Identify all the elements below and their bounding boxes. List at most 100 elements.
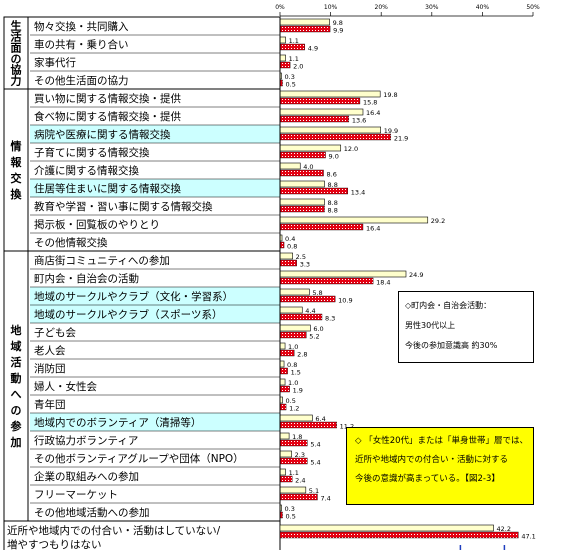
axis-tick-label: 30% — [425, 4, 439, 11]
value-label-series1: 6.4 — [315, 415, 325, 423]
value-label-series2: 4.9 — [308, 45, 318, 53]
value-label-series2: 1.2 — [289, 405, 299, 413]
value-label-series2: 3.3 — [300, 261, 310, 269]
value-label-series1: 1.0 — [288, 379, 298, 387]
value-label-series1: 29.2 — [431, 217, 445, 225]
bar-series1 — [279, 126, 381, 134]
value-label-series1: 1.1 — [289, 37, 299, 45]
value-label-series1: 4.4 — [305, 307, 315, 315]
callout-arrow — [459, 545, 506, 550]
category-label: 買い物に関する情報交換・提供 — [34, 92, 181, 105]
value-label-series2: 21.9 — [394, 135, 408, 143]
category-label: 婦人・女性会 — [34, 380, 97, 393]
note1-line: 男性30代以上 — [405, 321, 456, 330]
bar-series1 — [279, 162, 301, 170]
bar-series1 — [279, 144, 342, 152]
note2-line: ◇ 「女性20代」または「単身世帯」層では、 — [355, 436, 529, 446]
value-label-series1: 19.8 — [383, 91, 397, 99]
value-label-series2: 10.9 — [338, 297, 352, 305]
bar-series1 — [279, 198, 325, 206]
value-label-series1: 4.0 — [303, 163, 313, 171]
value-label-series2: 0.5 — [286, 513, 296, 521]
value-label-series1: 0.3 — [285, 73, 295, 81]
value-label-series2: 5.4 — [310, 441, 320, 449]
axis-tick-label: 20% — [375, 4, 389, 11]
value-label-series1: 12.0 — [344, 145, 358, 153]
bar-series1 — [279, 252, 293, 260]
value-label-series2: 8.8 — [328, 207, 338, 215]
category-label: 車の共有・乗り合い — [34, 38, 129, 51]
category-label: 病院や医療に関する情報交換 — [34, 128, 171, 141]
bar-series2 — [279, 151, 326, 159]
value-label-series1: 8.8 — [328, 181, 338, 189]
category-label: 町内会・自治会の活動 — [34, 272, 139, 285]
bar-series1 — [279, 360, 285, 368]
value-label-series2: 1.9 — [293, 387, 303, 395]
value-label-series2: 47.1 — [521, 533, 535, 541]
bar-series1 — [279, 270, 407, 278]
category-label: 掲示板・回覧板のやりとり — [34, 218, 160, 231]
value-label-series1: 1.8 — [292, 433, 302, 441]
bar-series1 — [279, 342, 286, 350]
category-label: 物々交換・共同購入 — [34, 20, 129, 33]
note1-line: 今後の参加意識高 約30% — [405, 341, 498, 350]
value-label-series1: 2.5 — [296, 253, 306, 261]
category-label: 老人会 — [34, 344, 66, 357]
category-label: 地域のサークルやクラブ（文化・学習系） — [34, 290, 233, 303]
value-label-series2: 0.5 — [286, 81, 296, 89]
bar-series2 — [279, 115, 350, 123]
bar-series2 — [279, 223, 364, 231]
value-label-series2: 8.6 — [327, 171, 337, 179]
value-label-series2: 13.6 — [352, 117, 366, 125]
bar-series1 — [279, 450, 292, 458]
category-label: 子育てに関する情報交換 — [34, 146, 150, 159]
category-label: その他地域活動への参加 — [34, 506, 150, 519]
bar-series2 — [279, 25, 331, 33]
value-label-series1: 5.8 — [312, 289, 322, 297]
value-label-series2: 5.4 — [310, 459, 320, 467]
note-box-jichikai: ◇町内会・自治会活動： 男性30代以上 今後の参加意識高 約30% — [398, 291, 534, 363]
last-row-label: 近所や地域内での付合い・活動はしていない/ — [7, 524, 221, 537]
bar-series2 — [279, 259, 297, 267]
bar-series2 — [279, 295, 336, 303]
label-highlight — [30, 179, 280, 197]
value-label-series2: 9.9 — [333, 27, 343, 35]
value-label-series2: 5.2 — [309, 333, 319, 341]
category-label: 教育や学習・習い事に関する情報交換 — [34, 200, 213, 213]
category-label: 食べ物に関する情報交換・提供 — [34, 110, 181, 123]
category-label: 地域内でのボランティア（清掃等） — [34, 416, 201, 429]
bar-series2 — [279, 133, 392, 141]
bar-series1 — [279, 378, 286, 386]
note-box-summary: ◇ 「女性20代」または「単身世帯」層では、 近所や地域内での付合い・活動に対す… — [346, 427, 534, 505]
bar-series2 — [279, 169, 324, 177]
bar-series1 — [279, 216, 429, 224]
bar-series1 — [279, 468, 286, 476]
value-label-series2: 8.3 — [325, 315, 335, 323]
last-row-frame — [3, 520, 281, 550]
bar-series1 — [279, 90, 381, 98]
bar-series2 — [279, 241, 285, 249]
axis-tick-label: 50% — [526, 4, 540, 11]
group-label: 生活面の協力 — [11, 19, 22, 88]
value-label-series2: 2.4 — [295, 477, 305, 485]
axis-tick-label: 40% — [476, 4, 490, 11]
value-label-series2: 2.8 — [297, 351, 307, 359]
value-label-series1: 2.3 — [295, 451, 305, 459]
category-label: 企業の取組みへの参加 — [34, 470, 139, 483]
category-label: その他ボランティアグループや団体（NPO） — [34, 452, 244, 465]
value-label-series2: 2.0 — [293, 63, 303, 71]
bar-series1 — [279, 180, 325, 188]
category-label: 家事代行 — [34, 56, 76, 69]
value-label-series1: 0.3 — [285, 505, 295, 513]
group-label: 情報交換 — [11, 139, 23, 201]
category-label: 消防団 — [34, 362, 66, 375]
axis-tick-label: 0% — [275, 4, 285, 11]
category-label: フリーマーケット — [34, 489, 118, 501]
value-label-series1: 0.8 — [287, 361, 297, 369]
bar-series2 — [279, 97, 361, 105]
value-label-series1: 24.9 — [409, 271, 423, 279]
value-label-series1: 19.9 — [384, 127, 398, 135]
bar-series1 — [279, 108, 364, 116]
label-highlight — [30, 125, 280, 143]
